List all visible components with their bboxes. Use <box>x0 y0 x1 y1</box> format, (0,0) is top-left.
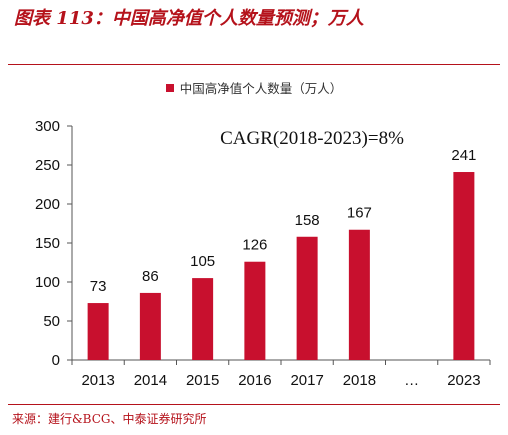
x-tick-label: 2017 <box>290 372 323 389</box>
x-tick-label: 2015 <box>186 372 219 389</box>
bar-2015 <box>192 278 214 360</box>
chart-legend: 中国高净值个人数量（万人） <box>0 78 508 97</box>
bar-2023 <box>453 172 475 360</box>
data-label-2016: 126 <box>242 237 267 254</box>
bar-2018 <box>348 229 370 360</box>
x-tick-label: 2023 <box>447 372 480 389</box>
title-divider <box>8 64 500 65</box>
bar-2016 <box>244 261 266 360</box>
y-tick-label: 200 <box>35 196 60 213</box>
data-label-2015: 105 <box>190 253 215 270</box>
legend-swatch <box>165 84 174 92</box>
y-tick-label: 250 <box>35 157 60 174</box>
legend-label: 中国高净值个人数量（万人） <box>179 81 343 96</box>
data-label-2023: 241 <box>451 147 476 164</box>
figure-title: 图表 113：中国高净值个人数量预测；万人 <box>14 8 364 29</box>
y-tick-label: 0 <box>52 352 60 369</box>
bar-2013 <box>87 303 109 360</box>
x-tick-label: 2013 <box>81 372 114 389</box>
source-divider <box>8 404 500 405</box>
data-label-2013: 73 <box>90 278 107 295</box>
x-tick-label: 2018 <box>343 372 376 389</box>
bar-2014 <box>139 292 161 360</box>
y-tick-label: 300 <box>35 118 60 135</box>
y-tick-label: 100 <box>35 274 60 291</box>
y-tick-label: 150 <box>35 235 60 252</box>
source-note: 来源：建行&BCG、中泰证券研究所 <box>12 412 207 426</box>
x-tick-label: … <box>404 372 419 389</box>
x-tick-label: 2014 <box>134 372 167 389</box>
y-tick-label: 50 <box>43 313 60 330</box>
data-label-2014: 86 <box>142 268 159 285</box>
data-label-2017: 158 <box>295 212 320 229</box>
x-tick-label: 2016 <box>238 372 271 389</box>
data-label-2018: 167 <box>347 205 372 222</box>
bar-2017 <box>296 236 318 360</box>
cagr-annotation: CAGR(2018-2023)=8% <box>220 128 404 149</box>
